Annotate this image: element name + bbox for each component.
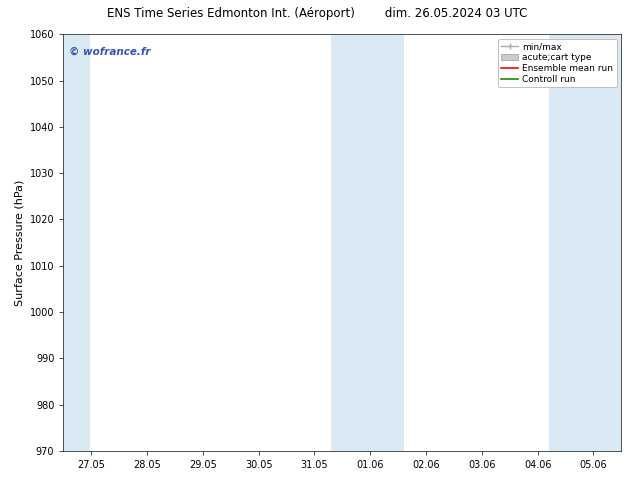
Y-axis label: Surface Pressure (hPa): Surface Pressure (hPa) xyxy=(14,179,24,306)
Text: © wofrance.fr: © wofrance.fr xyxy=(69,47,150,57)
Legend: min/max, acute;cart type, Ensemble mean run, Controll run: min/max, acute;cart type, Ensemble mean … xyxy=(498,39,617,87)
Bar xyxy=(549,34,621,451)
Text: ENS Time Series Edmonton Int. (Aéroport)        dim. 26.05.2024 03 UTC: ENS Time Series Edmonton Int. (Aéroport)… xyxy=(107,7,527,21)
Bar xyxy=(331,34,404,451)
Bar xyxy=(63,34,90,451)
